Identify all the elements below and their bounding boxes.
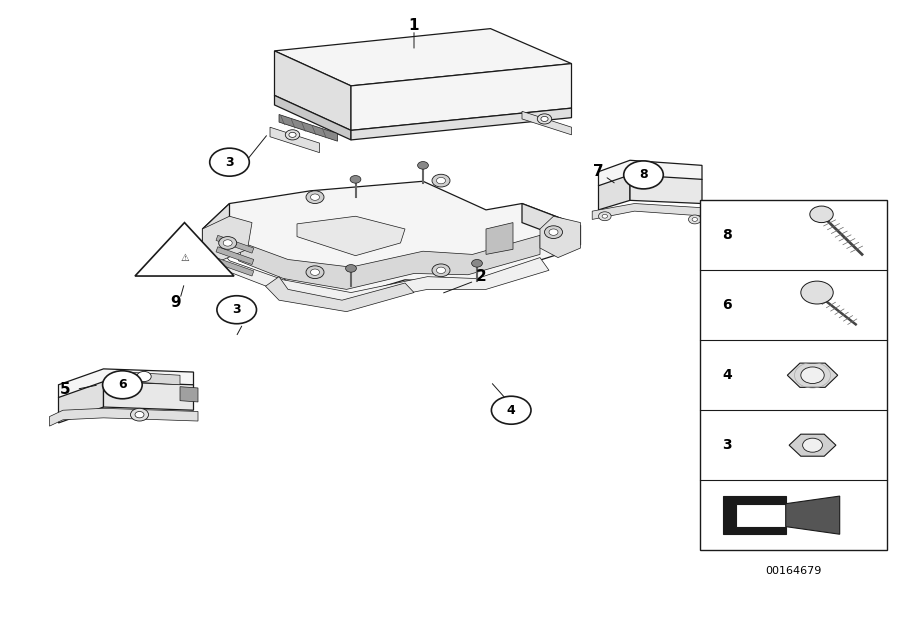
- Circle shape: [137, 371, 151, 382]
- Circle shape: [346, 265, 356, 272]
- Polygon shape: [135, 223, 234, 276]
- Text: 1: 1: [409, 18, 419, 33]
- Circle shape: [692, 218, 698, 221]
- Polygon shape: [180, 387, 198, 402]
- Circle shape: [541, 116, 548, 121]
- Circle shape: [810, 206, 833, 223]
- Polygon shape: [238, 235, 540, 289]
- Circle shape: [602, 214, 608, 218]
- Polygon shape: [58, 382, 104, 423]
- Text: 3: 3: [225, 156, 234, 169]
- Circle shape: [103, 371, 142, 399]
- Text: 4: 4: [723, 368, 732, 382]
- Polygon shape: [598, 160, 702, 191]
- Polygon shape: [786, 496, 840, 534]
- Circle shape: [803, 438, 823, 452]
- Polygon shape: [202, 181, 580, 299]
- Polygon shape: [522, 111, 572, 135]
- Text: 9: 9: [170, 294, 181, 310]
- Circle shape: [223, 240, 232, 246]
- Text: 5: 5: [59, 382, 70, 397]
- Polygon shape: [598, 175, 630, 210]
- Polygon shape: [270, 127, 320, 153]
- Polygon shape: [112, 372, 180, 386]
- Circle shape: [432, 264, 450, 277]
- Polygon shape: [522, 204, 580, 245]
- Circle shape: [801, 281, 833, 304]
- FancyBboxPatch shape: [700, 200, 887, 550]
- Circle shape: [310, 194, 320, 200]
- Polygon shape: [274, 51, 351, 130]
- Circle shape: [436, 177, 446, 184]
- Polygon shape: [104, 382, 194, 410]
- Polygon shape: [50, 408, 198, 426]
- Circle shape: [289, 132, 296, 137]
- Polygon shape: [202, 216, 252, 261]
- Text: 3: 3: [723, 438, 732, 452]
- Circle shape: [624, 161, 663, 189]
- Polygon shape: [788, 363, 838, 387]
- Polygon shape: [789, 434, 836, 456]
- Polygon shape: [279, 114, 338, 141]
- Circle shape: [350, 176, 361, 183]
- Circle shape: [418, 162, 428, 169]
- Circle shape: [491, 396, 531, 424]
- Polygon shape: [540, 216, 580, 258]
- Circle shape: [219, 237, 237, 249]
- Circle shape: [306, 191, 324, 204]
- Polygon shape: [297, 216, 405, 256]
- Circle shape: [537, 114, 552, 124]
- Circle shape: [310, 269, 320, 275]
- Polygon shape: [630, 175, 702, 204]
- Circle shape: [306, 266, 324, 279]
- Circle shape: [801, 367, 824, 384]
- Polygon shape: [266, 277, 414, 312]
- Text: 6: 6: [723, 298, 732, 312]
- Circle shape: [130, 408, 148, 421]
- Circle shape: [135, 411, 144, 418]
- Polygon shape: [274, 95, 351, 140]
- Circle shape: [688, 215, 701, 224]
- Text: 00164679: 00164679: [766, 566, 822, 576]
- Polygon shape: [216, 247, 254, 265]
- Polygon shape: [274, 29, 572, 86]
- Polygon shape: [723, 496, 786, 534]
- Text: 3: 3: [232, 303, 241, 316]
- Polygon shape: [216, 235, 254, 253]
- Circle shape: [598, 212, 611, 221]
- Polygon shape: [592, 204, 706, 219]
- Polygon shape: [351, 64, 572, 130]
- Text: 2: 2: [476, 269, 487, 284]
- Text: 8: 8: [723, 228, 732, 242]
- Polygon shape: [486, 223, 513, 254]
- Polygon shape: [351, 108, 572, 140]
- Polygon shape: [202, 229, 549, 305]
- Circle shape: [217, 296, 256, 324]
- Text: ⚠: ⚠: [180, 252, 189, 263]
- Circle shape: [432, 174, 450, 187]
- Circle shape: [210, 148, 249, 176]
- Polygon shape: [58, 369, 194, 401]
- Text: 6: 6: [118, 378, 127, 391]
- Circle shape: [549, 229, 558, 235]
- Text: 7: 7: [593, 164, 604, 179]
- Circle shape: [544, 226, 562, 238]
- Polygon shape: [216, 258, 254, 276]
- Text: 8: 8: [639, 169, 648, 181]
- Text: 4: 4: [507, 404, 516, 417]
- Circle shape: [285, 130, 300, 140]
- Polygon shape: [202, 204, 230, 248]
- Circle shape: [472, 259, 482, 267]
- Circle shape: [436, 267, 446, 273]
